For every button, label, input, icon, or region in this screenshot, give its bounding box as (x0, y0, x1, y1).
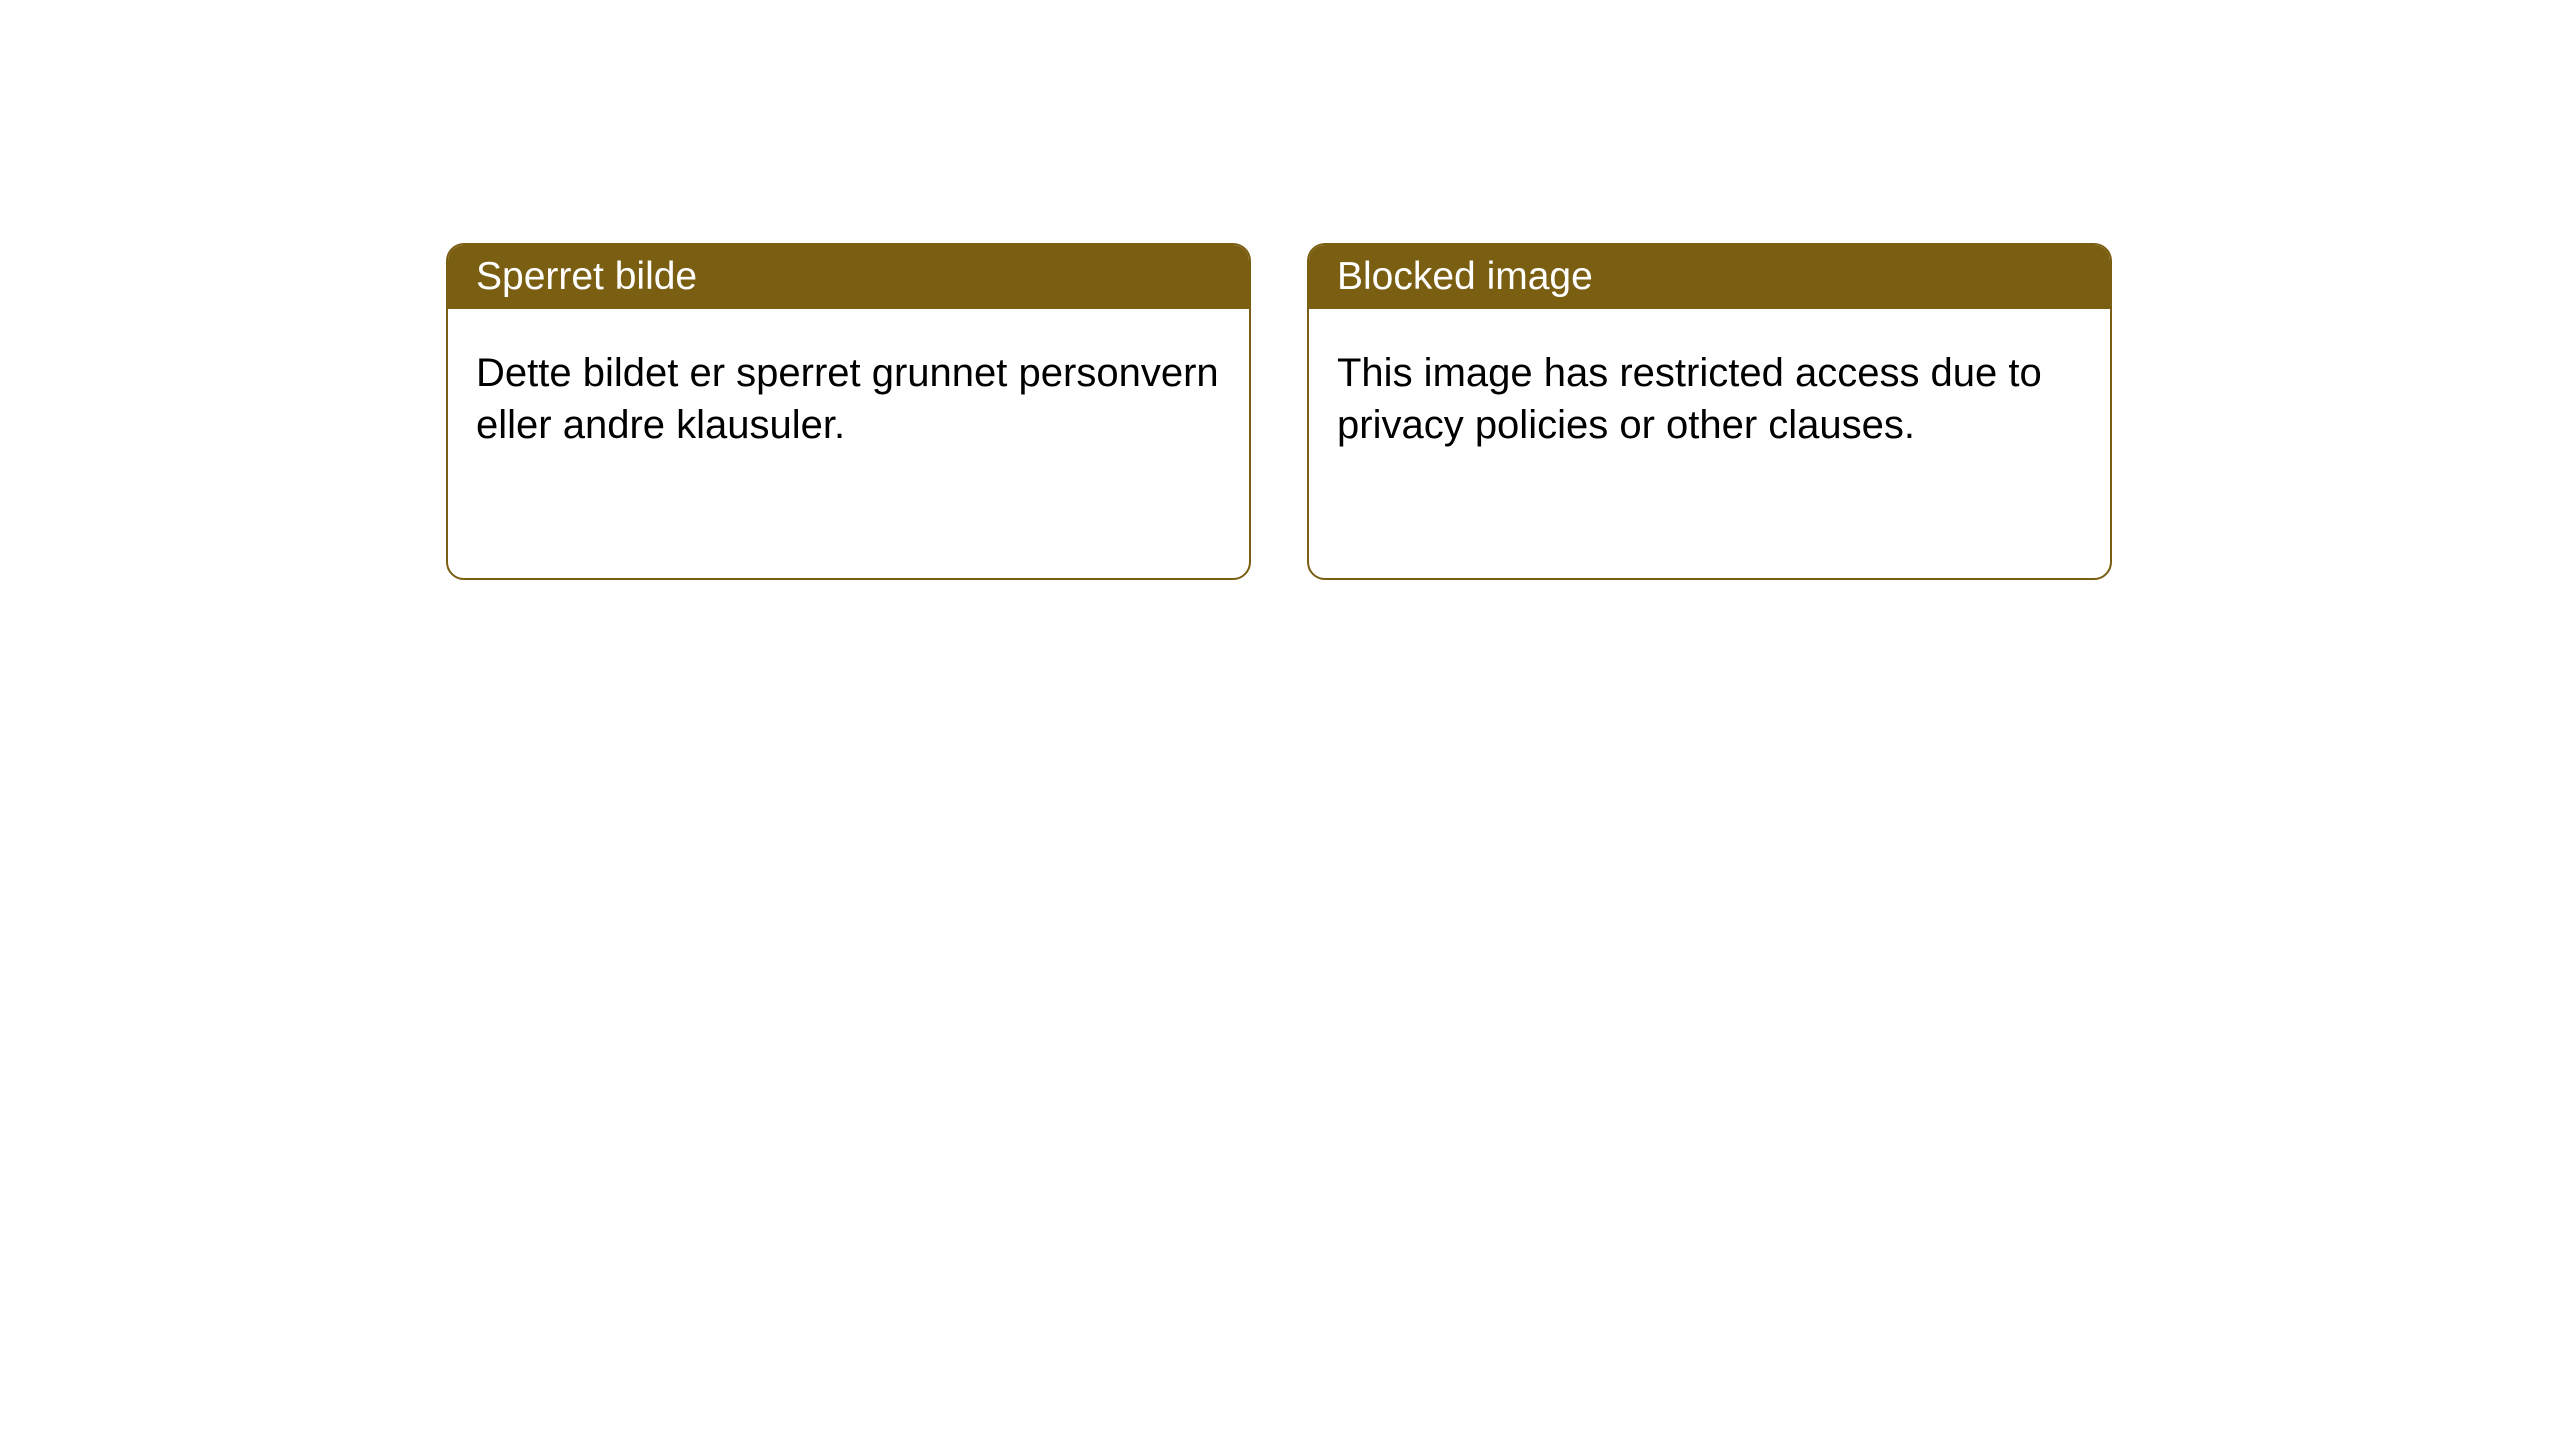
notice-title: Sperret bilde (448, 245, 1249, 309)
notice-card-norwegian: Sperret bilde Dette bildet er sperret gr… (446, 243, 1251, 580)
notice-body: This image has restricted access due to … (1309, 309, 2110, 489)
notices-container: Sperret bilde Dette bildet er sperret gr… (0, 0, 2560, 580)
notice-title: Blocked image (1309, 245, 2110, 309)
notice-body: Dette bildet er sperret grunnet personve… (448, 309, 1249, 489)
notice-card-english: Blocked image This image has restricted … (1307, 243, 2112, 580)
